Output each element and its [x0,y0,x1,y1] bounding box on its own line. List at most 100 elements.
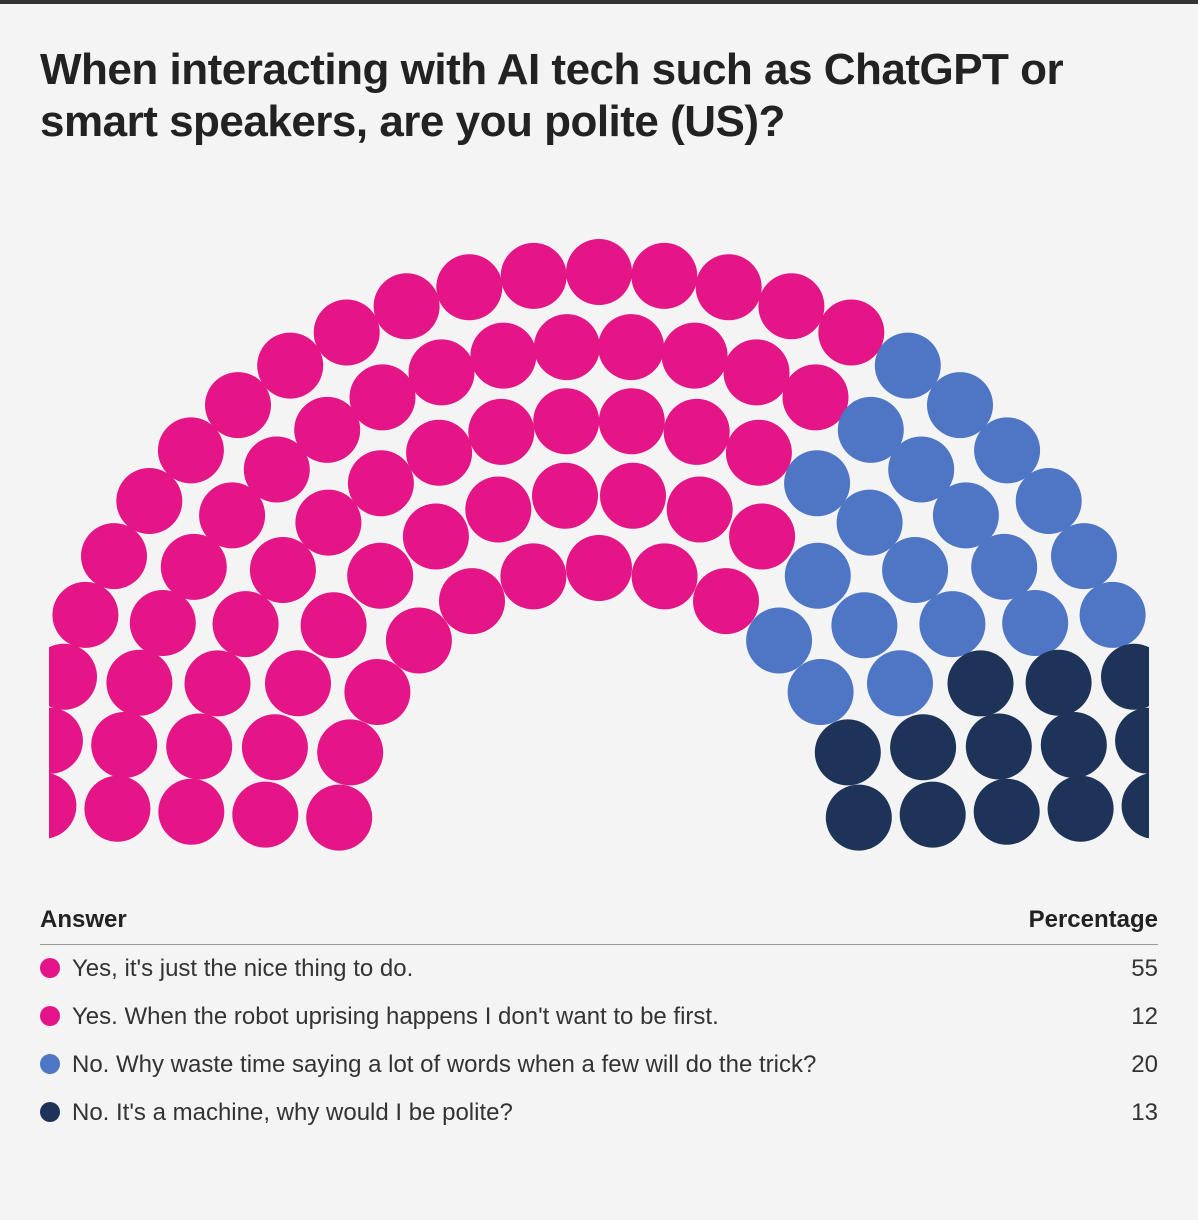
hemicycle-chart [49,168,1149,868]
hemicycle-dot [1026,650,1092,716]
hemicycle-dot [566,535,632,601]
legend-header-percentage: Percentage [998,898,1158,945]
hemicycle-dot [106,650,172,716]
hemicycle-dot [600,463,666,529]
hemicycle-dot [784,450,850,516]
hemicycle-dot [598,314,664,380]
hemicycle-dot [295,489,361,555]
legend-row: Yes. When the robot uprising happens I d… [40,993,1158,1041]
hemicycle-dot [465,476,531,542]
hemicycle-dot [826,784,892,850]
hemicycle-dot [84,776,150,842]
hemicycle-dot [242,714,308,780]
hemicycle-dot [974,779,1040,845]
hemicycle-dot [533,388,599,454]
hemicycle-dot [205,372,271,438]
legend-answer-cell: Yes. When the robot uprising happens I d… [40,993,998,1041]
hemicycle-dot [875,332,941,398]
hemicycle-dot [1002,590,1068,656]
legend-answer-cell: No. It's a machine, why would I be polit… [40,1089,998,1137]
hemicycle-dot [966,713,1032,779]
hemicycle-dot [257,332,323,398]
hemicycle-dot [344,659,410,725]
hemicycle-dot [52,582,118,648]
hemicycle-dot [867,650,933,716]
hemicycle-dot [1041,712,1107,778]
hemicycle-dot [919,591,985,657]
hemicycle-dot [386,607,452,673]
hemicycle-dot [667,476,733,542]
legend-row: No. Why waste time saying a lot of words… [40,1041,1158,1089]
hemicycle-dot [815,719,881,785]
hemicycle-dot [232,781,298,847]
hemicycle-dot [439,568,505,634]
hemicycle-dot [724,339,790,405]
hemicycle-dot [374,273,440,339]
hemicycle-dot [532,463,598,529]
legend-answer-cell: Yes, it's just the nice thing to do. [40,944,998,993]
hemicycle-dot [49,708,83,774]
hemicycle-dot [166,713,232,779]
hemicycle-dot [1101,644,1149,710]
hemicycle-dot [729,503,795,569]
legend-value: 20 [998,1041,1158,1089]
hemicycle-dot [294,397,360,463]
hemicycle-dot [301,592,367,658]
hemicycle-dot [788,659,854,725]
hemicycle-dot [890,714,956,780]
hemicycle-dot [348,450,414,516]
legend-table: Answer Percentage Yes, it's just the nic… [40,898,1158,1137]
hemicycle-dot [632,543,698,609]
hemicycle-dot [1051,523,1117,589]
hemicycle-dot [317,719,383,785]
legend-header-answer: Answer [40,898,998,945]
hemicycle-dot [436,254,502,320]
legend-answer-cell: No. Why waste time saying a lot of words… [40,1041,998,1089]
legend-label: Yes, it's just the nice thing to do. [72,955,413,982]
legend-row: No. It's a machine, why would I be polit… [40,1089,1158,1137]
hemicycle-dot [566,239,632,305]
hemicycle-dot [1080,582,1146,648]
legend-swatch [40,958,60,978]
hemicycle-dot [49,773,76,839]
legend-swatch [40,1006,60,1026]
legend-label: No. It's a machine, why would I be polit… [72,1099,513,1126]
hemicycle-dot [406,420,472,486]
hemicycle-dot [948,650,1014,716]
hemicycle-dot [785,543,851,609]
hemicycle-dot [49,644,97,710]
hemicycle-dot [1016,468,1082,534]
hemicycle-dot [1122,773,1149,839]
hemicycle-dot [534,314,600,380]
hemicycle-dot [974,417,1040,483]
hemicycle-dot [831,592,897,658]
legend-row: Yes, it's just the nice thing to do. 55 [40,944,1158,993]
hemicycle-dot [306,784,372,850]
legend-value: 55 [998,944,1158,993]
hemicycle-dot [664,399,730,465]
hemicycle-dot [265,650,331,716]
hemicycle-dot [350,364,416,430]
hemicycle-dot [693,568,759,634]
hemicycle-dot [900,781,966,847]
hemicycle-dot [314,299,380,365]
hemicycle-dot [500,543,566,609]
hemicycle-dot [185,650,251,716]
hemicycle-dot [818,299,884,365]
hemicycle-dot [468,399,534,465]
legend-value: 13 [998,1089,1158,1137]
hemicycle-dot [758,273,824,339]
hemicycle-dot [882,537,948,603]
chart-title: When interacting with AI tech such as Ch… [40,44,1158,148]
hemicycle-dot [409,339,475,405]
hemicycle-dot [631,243,697,309]
hemicycle-dot [783,364,849,430]
hemicycle-dot [501,243,567,309]
hemicycle-dot [1115,708,1149,774]
hemicycle-dot [662,322,728,388]
chart-container [40,168,1158,868]
hemicycle-dot [696,254,762,320]
hemicycle-dot [213,591,279,657]
hemicycle-dot [746,607,812,673]
hemicycle-dot [726,420,792,486]
